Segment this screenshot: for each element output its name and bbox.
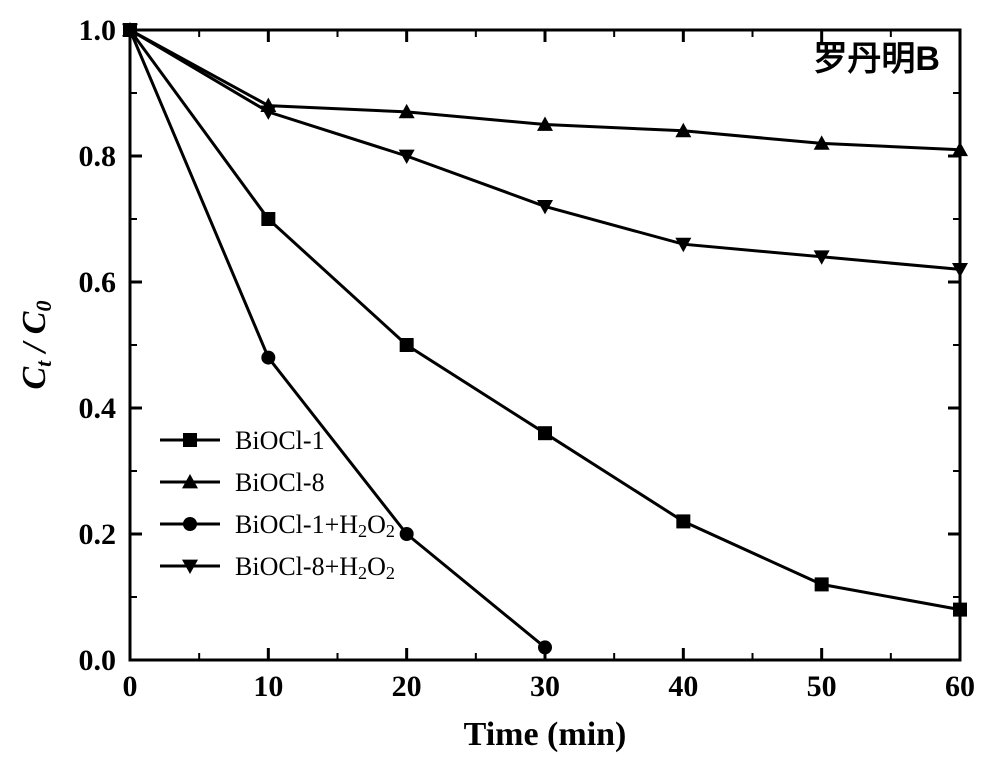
svg-text:1.0: 1.0: [79, 14, 117, 47]
svg-text:BiOCl-8+H2O2: BiOCl-8+H2O2: [235, 552, 395, 583]
line-chart: 0 10 20 30 40 50 60 0.0 0.2 0.4 0.6 0.8 1.0 Time (min…: [0, 0, 1000, 776]
svg-text:BiOCl-1+H2O2: BiOCl-1+H2O2: [235, 510, 395, 541]
svg-text:BiOCl-8: BiOCl-8: [235, 468, 325, 497]
svg-text:20: 20: [392, 670, 422, 703]
svg-text:0: 0: [123, 670, 138, 703]
svg-text:40: 40: [668, 670, 698, 703]
svg-text:50: 50: [807, 670, 837, 703]
svg-text:0.2: 0.2: [79, 518, 117, 551]
svg-text:0.8: 0.8: [79, 140, 117, 173]
svg-text:0.0: 0.0: [79, 644, 117, 677]
svg-text:0.6: 0.6: [79, 266, 117, 299]
svg-text:Time (min): Time (min): [464, 716, 627, 753]
svg-text:60: 60: [945, 670, 975, 703]
svg-text:Ct / C0: Ct / C0: [16, 300, 56, 389]
svg-text:BiOCl-1: BiOCl-1: [235, 426, 325, 455]
svg-text:0.4: 0.4: [79, 392, 117, 425]
chart-container: 0 10 20 30 40 50 60 0.0 0.2 0.4 0.6 0.8 1.0 Time (min…: [0, 0, 1000, 776]
svg-text:10: 10: [253, 670, 283, 703]
svg-text:罗丹明B: 罗丹明B: [813, 40, 940, 78]
svg-text:30: 30: [530, 670, 560, 703]
